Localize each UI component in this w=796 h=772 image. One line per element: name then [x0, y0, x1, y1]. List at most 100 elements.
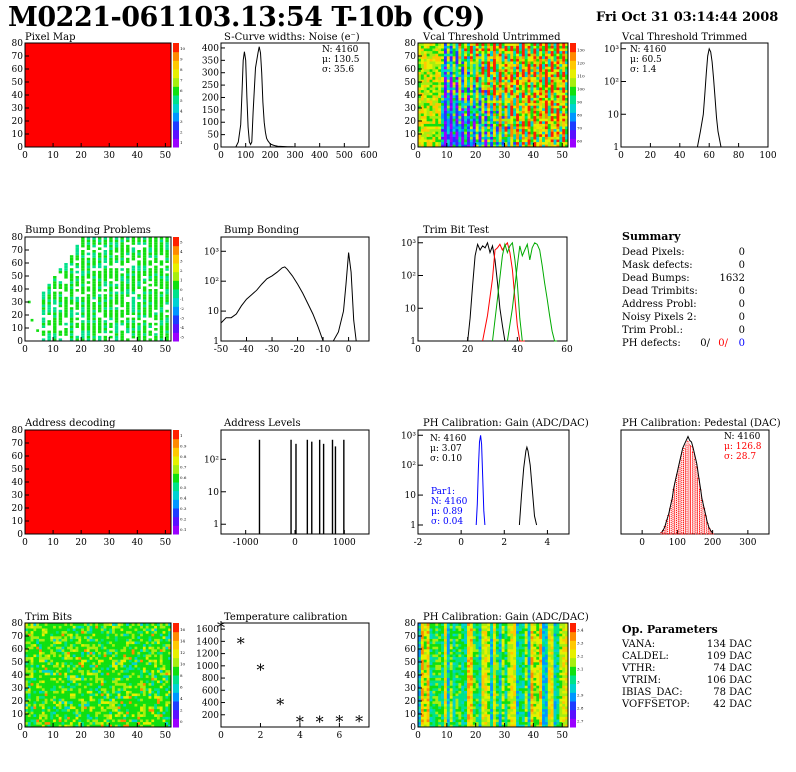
trim_bits_map-cell: [50, 685, 54, 689]
trim_bits_map-cell: [25, 633, 29, 637]
vcal_untrimmed-cell: [443, 74, 448, 78]
vcal_untrimmed-cell: [432, 43, 436, 46]
vcal_untrimmed-cell: [495, 118, 500, 122]
trim_bits_map-cell: [106, 667, 110, 671]
trim_bits_map-cell: [98, 638, 102, 642]
trim_bits_map-cell: [69, 625, 74, 629]
trim_bits_map-cell: [123, 698, 127, 702]
vcal_untrimmed-cell: [446, 45, 451, 49]
bump_problems-zscale-label: 4: [180, 249, 183, 254]
vcal_untrimmed-cell: [530, 102, 534, 106]
vcal_untrimmed-cell: [504, 144, 508, 148]
trim_bits_map-cell: [109, 690, 113, 694]
trim_bits_map-cell: [30, 654, 34, 658]
vcal_untrimmed-cell: [562, 139, 566, 143]
trim_bits_map-cell: [117, 641, 121, 645]
trim_bits_map-cell: [64, 695, 68, 699]
vcal_untrimmed-cell: [565, 69, 569, 72]
trim_bits_map-cell: [36, 677, 40, 681]
vcal_untrimmed-cell: [438, 134, 442, 137]
vcal_untrimmed-cell: [542, 113, 546, 117]
bump_problems-zscale-cell: [173, 280, 179, 290]
trim_bits_map-cell: [154, 654, 158, 658]
trim_bits_map-cell: [131, 703, 135, 707]
trim_bits_map-cell: [145, 677, 149, 681]
bump_problems-cell: [103, 315, 108, 318]
address_decoding-zscale-cell: [173, 490, 179, 500]
trim_bits_map-cell: [61, 719, 65, 723]
trim_bits_map-cell: [142, 651, 147, 655]
trim_bits_map-cell: [140, 721, 144, 725]
vcal_untrimmed-cell: [446, 134, 451, 137]
trim_bits_map-cell: [145, 669, 149, 673]
trim_bits_map-cell: [162, 672, 166, 676]
bump_problems-cell: [120, 250, 124, 253]
trim_bits_map-cell: [95, 724, 99, 728]
vcal_untrimmed-cell: [495, 66, 500, 70]
trim_bits_map-cell: [159, 638, 163, 642]
vcal_untrimmed-cell: [429, 123, 433, 127]
trim_bits_map-cell: [128, 646, 132, 650]
bump_problems-ytick-label: 40: [12, 285, 24, 295]
vcal_untrimmed-cell: [521, 118, 526, 122]
bump_problems-cell: [81, 255, 85, 258]
vcal_untrimmed-cell: [498, 63, 502, 67]
vcal_untrimmed-cell: [556, 123, 560, 127]
trim_bits_map-cell: [106, 693, 110, 697]
trim_bits_map-cell: [69, 651, 74, 655]
trim_bits_map-cell: [75, 636, 79, 639]
vcal_untrimmed-cell: [504, 108, 508, 111]
trim_bits_map-cell: [53, 672, 57, 676]
vcal_untrimmed-cell: [493, 113, 497, 117]
trim_bits_map-cell: [92, 701, 96, 704]
trim_bits_map-cell: [154, 677, 158, 681]
vcal_untrimmed-cell: [449, 102, 453, 106]
vcal_untrimmed-cell: [510, 76, 514, 80]
trim_bits_map-cell: [145, 695, 149, 699]
trim_bits_map-cell: [114, 693, 118, 697]
bump_problems-cell: [142, 281, 147, 284]
vcal_untrimmed-cell: [524, 102, 528, 106]
trim_bits_map-cell: [44, 630, 48, 634]
trim_bits_map-cell: [112, 628, 116, 632]
trim_bits_map-cell: [106, 664, 110, 668]
vcal_untrimmed-cell: [562, 63, 566, 67]
pixel_map-ytick-label: 70: [12, 52, 24, 62]
vcal_untrimmed-cell: [490, 84, 494, 88]
vcal_untrimmed-cell: [455, 139, 459, 143]
vcal_untrimmed-cell: [565, 45, 569, 49]
trim_bits_map-cell: [142, 628, 147, 632]
trim_bits_map-cell: [140, 628, 144, 632]
vcal_untrimmed-cell: [469, 110, 474, 114]
bump_problems-cell: [148, 315, 152, 318]
vcal_untrimmed-cell: [527, 53, 531, 57]
bump_problems-cell: [69, 268, 74, 271]
trim_bits_map-cell: [64, 669, 68, 673]
trim_bits_map-cell: [95, 690, 99, 694]
trim_bits_map-cell: [58, 716, 62, 720]
vcal_untrimmed-cell: [435, 123, 439, 127]
trim_bits_map-cell: [120, 630, 124, 634]
trim_bits_map-cell: [142, 698, 147, 702]
bump_problems-cell: [131, 273, 136, 276]
vcal_untrimmed-cell: [547, 87, 551, 91]
vcal_untrimmed-cell: [539, 110, 543, 114]
vcal_untrimmed-cell: [547, 79, 551, 83]
trim_bits_map-cell: [67, 672, 71, 676]
vcal_untrimmed-cell: [527, 134, 531, 137]
vcal_untrimmed-cell: [472, 141, 476, 145]
bump_problems-cell: [148, 330, 152, 334]
trim_bits_map-cell: [69, 701, 74, 704]
trim_bits_map-cell: [142, 662, 147, 665]
vcal_untrimmed-cell: [467, 48, 471, 52]
bump_problems-cell: [75, 299, 79, 302]
bump_problems-cell: [165, 320, 169, 323]
vcal_untrimmed-cell: [504, 61, 508, 65]
vcal_untrimmed-cell: [493, 105, 497, 109]
vcal_untrimmed-cell: [449, 139, 453, 143]
trim_bits_map-cell: [30, 721, 34, 725]
trim_bits_map-cell: [162, 706, 166, 710]
address_decoding-zscale-label: 0.8: [180, 454, 187, 459]
vcal_untrimmed-cell: [542, 102, 546, 106]
trim_bits_map-cell: [142, 625, 147, 629]
